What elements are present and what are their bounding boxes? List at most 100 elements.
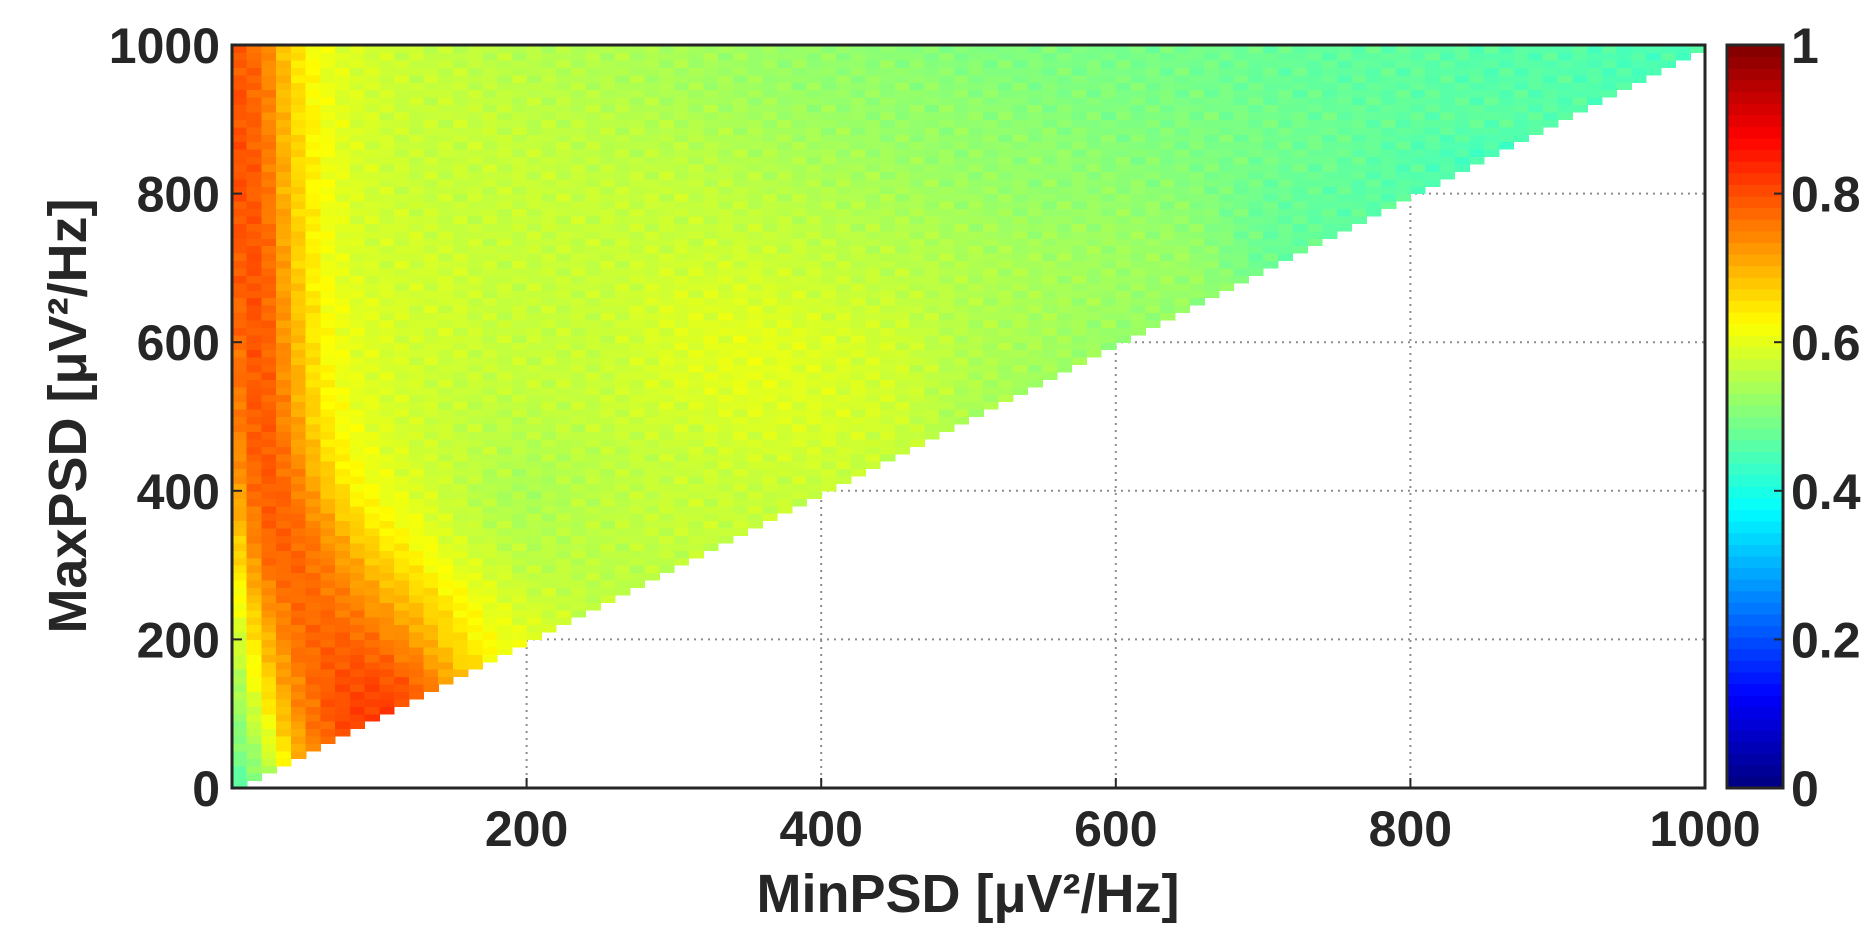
heatmap-cell <box>835 423 852 432</box>
heatmap-cell <box>791 431 808 440</box>
heatmap-cell <box>276 423 292 432</box>
heatmap-cell <box>526 267 542 276</box>
heatmap-cell <box>1086 208 1102 217</box>
heatmap-cell <box>1189 253 1205 262</box>
heatmap-cell <box>747 409 763 418</box>
heatmap-cell <box>305 527 321 536</box>
heatmap-cell <box>865 416 881 425</box>
heatmap-cell <box>644 52 660 61</box>
heatmap-cell <box>629 394 646 403</box>
heatmap-cell <box>526 520 542 529</box>
heatmap-cell <box>290 334 307 343</box>
heatmap-cell <box>1380 97 1397 106</box>
heatmap-cell <box>497 572 513 581</box>
heatmap-cell <box>629 461 646 470</box>
heatmap-cell <box>791 82 808 91</box>
heatmap-cell <box>511 483 528 492</box>
heatmap-cell <box>320 579 336 588</box>
heatmap-cell <box>482 74 498 83</box>
heatmap-cell <box>526 282 542 291</box>
heatmap-cell <box>276 475 292 484</box>
heatmap-cell <box>850 319 866 328</box>
heatmap-cell <box>423 89 439 98</box>
heatmap-cell <box>349 357 366 366</box>
heatmap-cell <box>394 572 410 581</box>
heatmap-cell <box>659 82 675 91</box>
heatmap-cell <box>703 97 719 106</box>
heatmap-cell <box>600 52 616 61</box>
heatmap-cell <box>526 290 542 299</box>
heatmap-cell <box>497 557 513 566</box>
heatmap-cell <box>290 394 307 403</box>
heatmap-cell <box>1056 334 1073 343</box>
heatmap-cell <box>1218 134 1235 143</box>
heatmap-cell <box>791 74 808 83</box>
heatmap-cell <box>541 282 557 291</box>
heatmap-cell <box>1395 163 1411 172</box>
heatmap-cell <box>894 409 911 418</box>
heatmap-cell <box>909 141 925 150</box>
heatmap-cell <box>1159 67 1176 76</box>
heatmap-cell <box>1071 178 1087 187</box>
heatmap-cell <box>997 141 1014 150</box>
heatmap-cell <box>408 572 425 581</box>
heatmap-cell <box>394 163 410 172</box>
heatmap-cell <box>1277 208 1294 217</box>
heatmap-cell <box>644 319 660 328</box>
heatmap-cell <box>835 208 852 217</box>
heatmap-cell <box>408 141 425 150</box>
heatmap-cell <box>335 550 351 559</box>
heatmap-cell <box>600 438 616 447</box>
heatmap-cell <box>482 45 498 54</box>
heatmap-cell <box>1012 357 1029 366</box>
heatmap-cell <box>1307 171 1323 180</box>
heatmap-cell <box>246 721 263 730</box>
heatmap-cell <box>850 297 866 306</box>
heatmap-cell <box>791 446 808 455</box>
heatmap-cell <box>290 572 307 581</box>
heatmap-cell <box>379 312 395 321</box>
heatmap-cell <box>629 490 646 499</box>
heatmap-cell <box>629 579 646 588</box>
heatmap-cell <box>703 74 719 83</box>
heatmap-cell <box>364 527 380 536</box>
heatmap-cell <box>511 52 528 61</box>
heatmap-cell <box>997 334 1014 343</box>
heatmap-cell <box>1439 149 1456 158</box>
heatmap-cell <box>556 178 572 187</box>
heatmap-cell <box>806 208 822 217</box>
heatmap-cell <box>246 297 263 306</box>
heatmap-cell <box>290 52 307 61</box>
heatmap-cell <box>541 490 557 499</box>
heatmap-cell <box>968 156 984 165</box>
heatmap-cell <box>482 542 498 551</box>
heatmap-cell <box>276 141 292 150</box>
heatmap-cell <box>968 401 984 410</box>
heatmap-cell <box>585 602 601 611</box>
heatmap-cell <box>1484 119 1500 128</box>
heatmap-cell <box>423 557 439 566</box>
heatmap-cell <box>452 617 469 626</box>
heatmap-cell <box>909 149 925 158</box>
heatmap-cell <box>1027 134 1043 143</box>
heatmap-cell <box>880 149 896 158</box>
heatmap-cell <box>600 59 616 68</box>
heatmap-cell <box>953 312 970 321</box>
heatmap-cell <box>335 646 351 655</box>
heatmap-cell <box>1056 149 1073 158</box>
heatmap-cell <box>290 201 307 210</box>
heatmap-cell <box>924 327 940 336</box>
heatmap-cell <box>570 223 587 232</box>
heatmap-cell <box>232 186 248 195</box>
heatmap-cell <box>261 260 277 269</box>
heatmap-cell <box>1145 67 1161 76</box>
heatmap-cell <box>570 527 587 536</box>
heatmap-cell <box>880 364 896 373</box>
heatmap-cell <box>570 193 587 202</box>
heatmap-cell <box>1322 193 1338 202</box>
heatmap-cell <box>526 401 542 410</box>
heatmap-cell <box>1336 126 1353 135</box>
heatmap-cell <box>659 45 675 54</box>
heatmap-cell <box>939 305 955 314</box>
heatmap-cell <box>880 119 896 128</box>
